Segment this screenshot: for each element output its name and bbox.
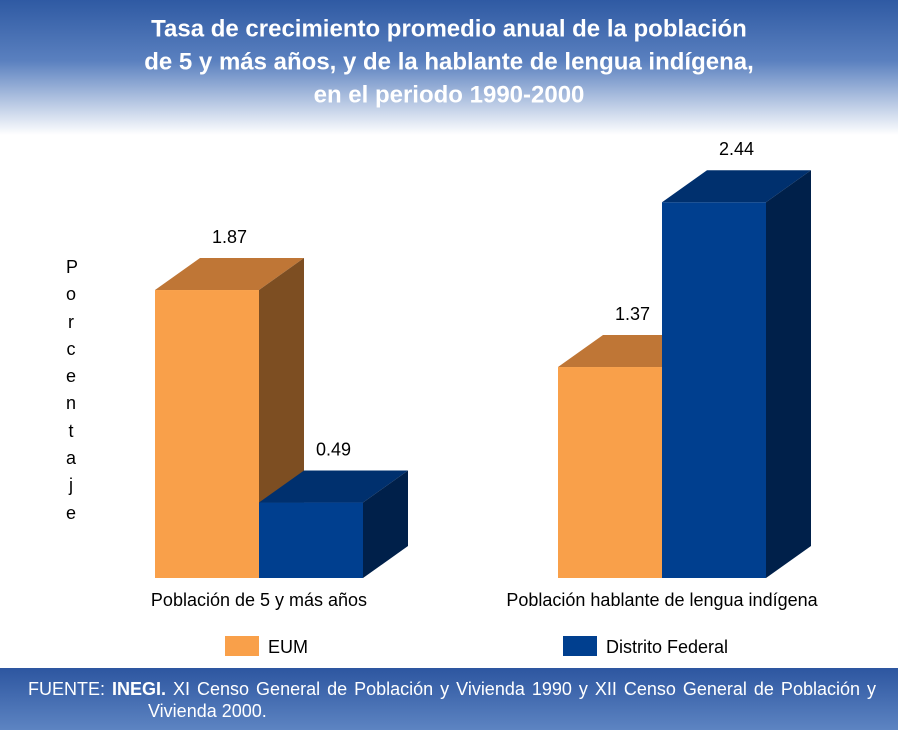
x-tick-label: Población hablante de lengua indígena	[506, 590, 818, 610]
bar-front	[662, 202, 766, 579]
legend-swatch	[563, 636, 597, 656]
chart-title: en el periodo 1990-2000	[314, 81, 585, 108]
bar-side	[363, 470, 408, 578]
legend-label: Distrito Federal	[606, 637, 728, 657]
source: FUENTE: INEGI. XI Censo General de Pobla…	[28, 678, 876, 722]
value-label: 1.37	[615, 304, 650, 324]
footer-band: FUENTE: INEGI. XI Censo General de Pobla…	[0, 668, 898, 730]
chart-title: de 5 y más años, y de la hablante de len…	[144, 48, 754, 75]
value-label: 0.49	[316, 439, 351, 459]
legend-swatch	[225, 636, 259, 656]
header-band	[0, 0, 898, 135]
legend-label: EUM	[268, 637, 308, 657]
bar-side	[766, 170, 811, 579]
bar-front	[259, 502, 363, 578]
chart-title: Tasa de crecimiento promedio anual de la…	[151, 15, 747, 42]
value-label: 1.87	[212, 227, 247, 247]
value-label: 2.44	[719, 139, 754, 159]
bar-top	[662, 170, 811, 203]
bar-top	[155, 258, 304, 291]
x-tick-label: Población de 5 y más años	[151, 590, 367, 610]
y-axis-label: Porcentaje	[66, 257, 79, 523]
source-org: INEGI.	[112, 679, 167, 699]
source-label: FUENTE:	[28, 679, 106, 699]
bar-top	[259, 470, 408, 503]
bar-front	[155, 290, 259, 578]
bar-front	[558, 367, 662, 578]
source-text: XI Censo General de Población y Vivienda…	[148, 679, 876, 721]
